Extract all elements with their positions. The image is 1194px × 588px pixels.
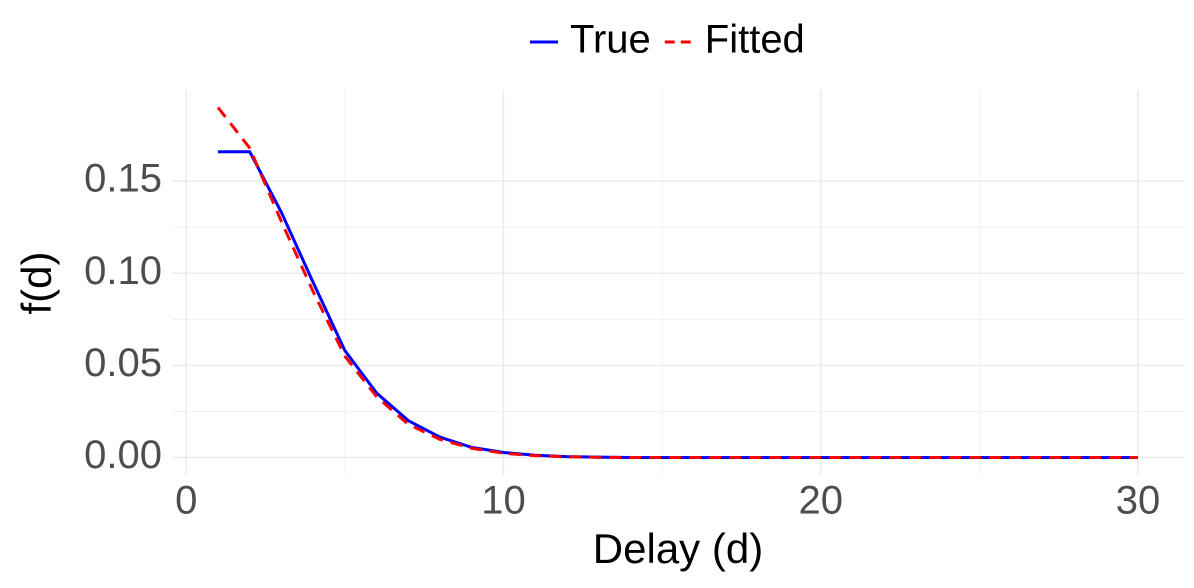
x-axis-title: Delay (d) [593, 525, 763, 572]
y-tick-label: 0.00 [84, 433, 162, 477]
series-line [216, 106, 1138, 459]
legend-label: True [570, 18, 651, 62]
y-tick-label: 0.10 [84, 249, 162, 293]
x-tick-label: 0 [175, 479, 197, 523]
x-tick-label: 10 [481, 479, 526, 523]
x-tick-label: 20 [799, 479, 844, 523]
y-tick-label: 0.05 [84, 341, 162, 385]
legend-label: Fitted [705, 18, 805, 62]
y-axis-title: f(d) [13, 252, 60, 315]
y-tick-label: 0.15 [84, 157, 162, 201]
x-tick-label: 30 [1116, 479, 1161, 523]
